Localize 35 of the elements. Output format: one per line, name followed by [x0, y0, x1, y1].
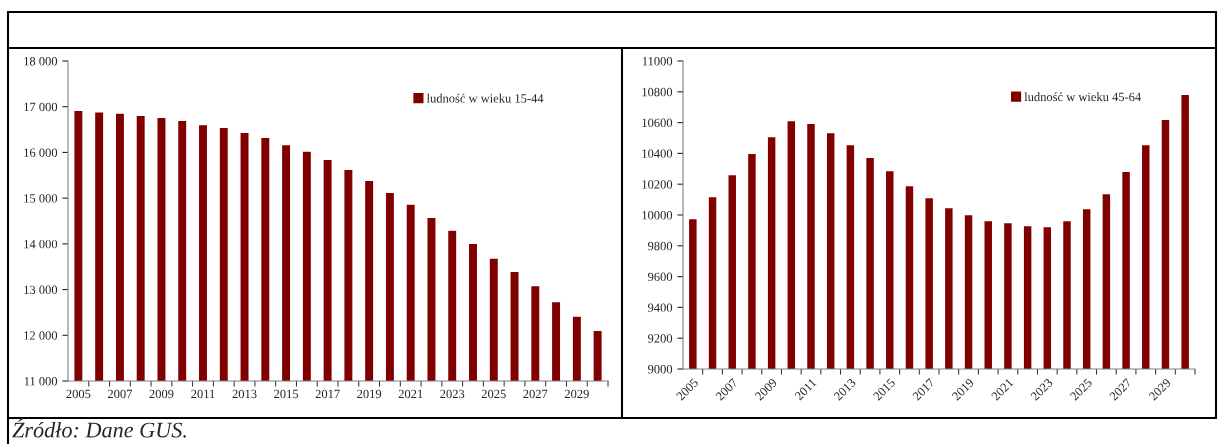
x-tick-label: 2027: [523, 389, 548, 399]
x-tick-label: 2023: [440, 389, 465, 399]
legend-label: ludność w wieku 15-44: [426, 93, 544, 103]
y-tick-label: 11000: [642, 57, 673, 66]
y-tick-label: 14 000: [24, 239, 58, 249]
x-tick-label: 2029: [564, 389, 589, 399]
y-tick-label: 13 000: [24, 285, 58, 295]
x-tick-label: 2011: [191, 389, 215, 399]
y-tick-label: 10800: [642, 87, 673, 97]
y-tick-label: 17 000: [24, 102, 58, 112]
y-tick-label: 18 000: [24, 57, 58, 66]
y-tick-label: 9600: [647, 272, 673, 282]
y-tick-label: 10600: [642, 118, 673, 128]
x-tick-label: 2017: [315, 389, 340, 399]
y-tick-label: 10200: [642, 180, 673, 189]
x-tick-label: 2013: [232, 389, 257, 399]
text: Źródło: Dane GUS.: [12, 418, 186, 438]
y-tick-label: 9400: [647, 303, 673, 312]
y-tick-label: 15 000: [24, 194, 58, 203]
x-tick-label: 2021: [398, 389, 423, 399]
x-tick-label: 2025: [481, 389, 506, 399]
x-tick-label: 2005: [66, 389, 91, 399]
y-tick-label: 9200: [647, 334, 673, 343]
y-tick-label: 10400: [642, 149, 673, 158]
y-tick-label: 9000: [647, 365, 673, 374]
legend-label: ludność w wieku 45-64: [1024, 92, 1141, 102]
x-tick-label: 2007: [107, 389, 133, 399]
x-tick-label: 2019: [357, 389, 382, 399]
x-tick-label: 2015: [274, 389, 299, 399]
y-tick-label: 9800: [647, 241, 673, 251]
y-tick-label: 11 000: [24, 377, 58, 386]
x-tick-label: 2009: [149, 389, 174, 399]
y-tick-label: 16 000: [24, 148, 58, 157]
y-tick-label: 10000: [642, 211, 673, 220]
y-tick-label: 12 000: [24, 331, 58, 340]
